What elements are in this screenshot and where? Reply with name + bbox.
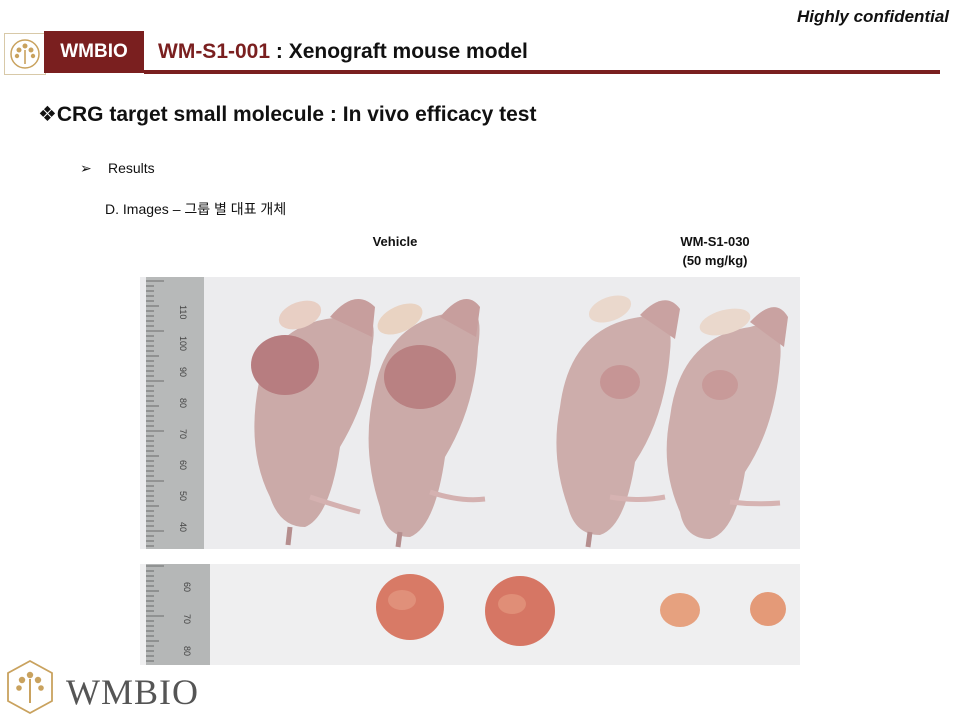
images-label: D. Images – 그룹 별 대표 개체	[105, 201, 287, 217]
title-code: WM-S1-001	[158, 40, 271, 63]
mouse-vehicle-2	[368, 299, 486, 548]
ruler-2: 60 70 80	[146, 564, 210, 665]
section-title: ❖CRG target small molecule : In vivo eff…	[38, 103, 537, 126]
ruler-label: 40	[178, 522, 188, 532]
results-label: Results	[108, 160, 155, 176]
footer-logo	[4, 659, 56, 715]
title-rest: : Xenograft mouse model	[270, 40, 528, 63]
ruler-label: 80	[182, 646, 192, 656]
treatment-label: WM-S1-030	[680, 234, 750, 249]
ruler-label: 50	[178, 491, 188, 501]
confidential-label: Highly confidential	[796, 7, 949, 26]
header-divider	[144, 70, 940, 74]
ruler-label: 100	[178, 336, 188, 351]
arrow-bullet-icon: ➢	[80, 160, 92, 176]
results-bullet: ➢ Results	[80, 160, 155, 177]
vehicle-label: Vehicle	[372, 234, 418, 249]
mouse-vehicle-1	[251, 299, 375, 546]
ruler-label: 60	[182, 582, 192, 592]
header-logo	[4, 33, 46, 75]
tumor-treated-1	[660, 593, 700, 627]
tree-logo-icon	[10, 39, 40, 69]
ruler-label: 90	[178, 367, 188, 377]
page-title: WM-S1-001 : Xenograft mouse model	[158, 40, 528, 64]
ruler-label: 70	[178, 429, 188, 439]
mice-illustration: 110 100 90 80 70 60 50 40	[140, 277, 800, 549]
treatment-dose: (50 mg/kg)	[682, 253, 748, 268]
tumors-illustration: 60 70 80	[140, 564, 800, 665]
tree-logo-icon	[7, 659, 53, 715]
ruler-label: 60	[178, 460, 188, 470]
footer-brand: WMBIO	[66, 672, 199, 712]
header-brand: WMBIO	[44, 31, 144, 73]
ruler-label: 70	[182, 614, 192, 624]
ruler-label: 80	[178, 398, 188, 408]
mouse-treated-1	[556, 295, 680, 548]
ruler-label: 110	[178, 305, 188, 319]
ruler: 110 100 90 80 70 60 50 40	[146, 277, 204, 549]
tumors-photo: 60 70 80	[140, 564, 800, 665]
tumor-treated-2	[750, 592, 786, 626]
mice-photo: 110 100 90 80 70 60 50 40	[140, 277, 800, 549]
mouse-treated-2	[666, 307, 788, 539]
